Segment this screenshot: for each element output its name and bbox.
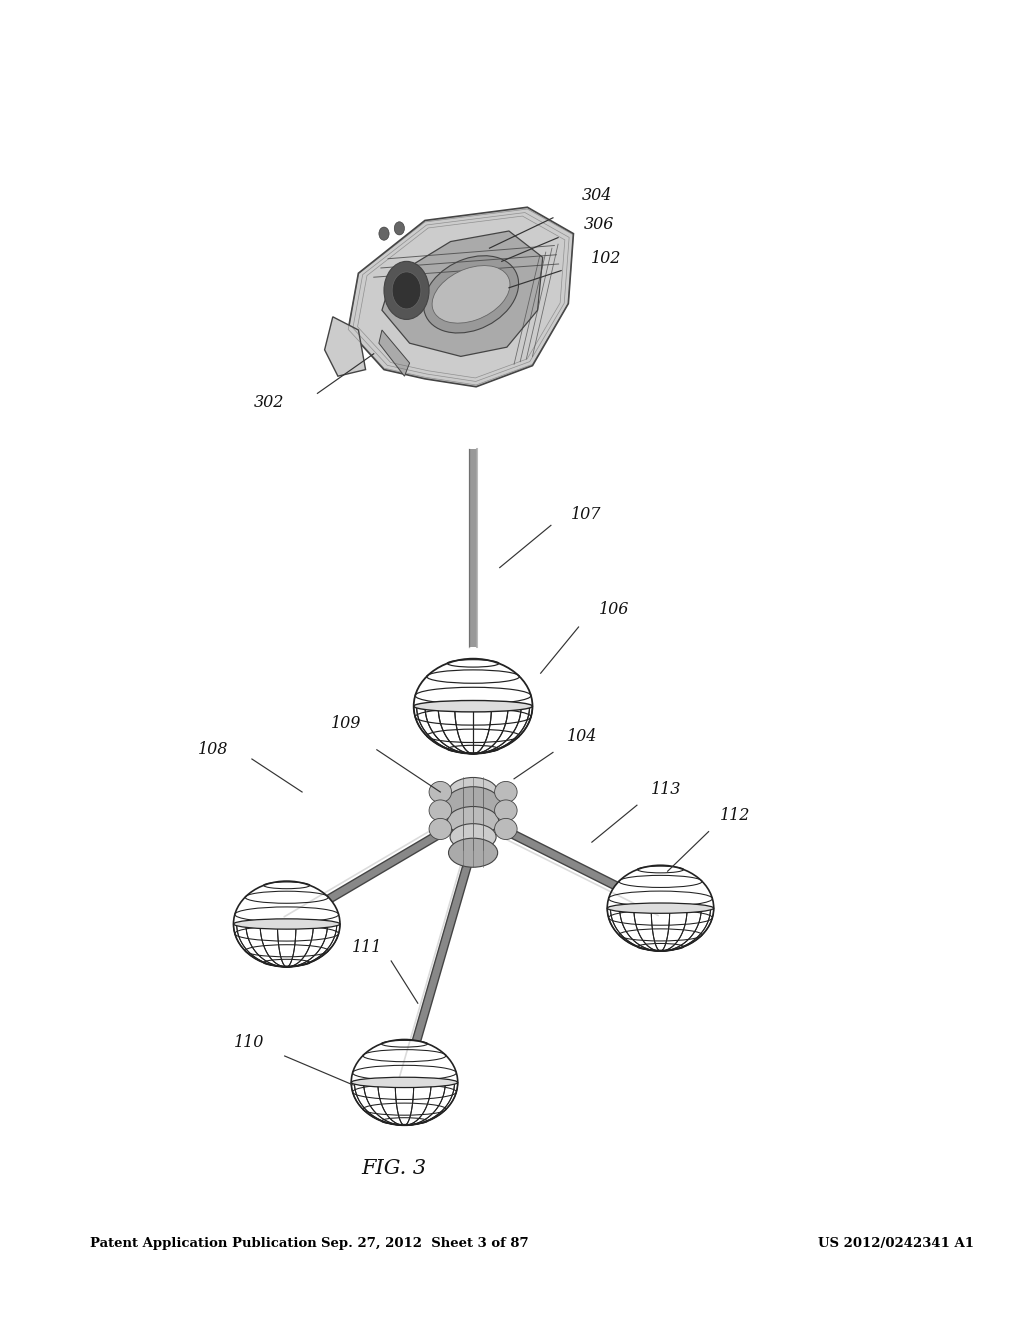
Circle shape [379,227,389,240]
Ellipse shape [451,824,497,850]
Ellipse shape [351,1077,458,1088]
Polygon shape [379,330,410,376]
Text: Patent Application Publication: Patent Application Publication [90,1237,316,1250]
Ellipse shape [432,265,510,323]
Ellipse shape [444,787,502,824]
Text: 113: 113 [650,781,681,797]
Ellipse shape [495,818,517,840]
Ellipse shape [233,882,340,966]
Circle shape [394,222,404,235]
Text: 104: 104 [566,729,597,744]
Text: 304: 304 [582,187,612,203]
Polygon shape [325,317,366,376]
Ellipse shape [429,818,452,840]
Ellipse shape [607,903,714,913]
Ellipse shape [429,781,452,803]
Text: 302: 302 [254,395,285,411]
Text: 111: 111 [351,940,382,956]
Ellipse shape [495,800,517,821]
Ellipse shape [424,256,518,333]
Text: Sep. 27, 2012  Sheet 3 of 87: Sep. 27, 2012 Sheet 3 of 87 [322,1237,528,1250]
Text: 108: 108 [198,742,228,758]
Text: 110: 110 [233,1035,264,1051]
Circle shape [392,272,421,309]
Ellipse shape [414,701,532,711]
Ellipse shape [351,1039,458,1125]
Text: FIG. 3: FIG. 3 [361,1159,427,1177]
Text: 106: 106 [599,602,630,618]
Ellipse shape [449,838,498,867]
Ellipse shape [429,800,452,821]
Text: 109: 109 [331,715,361,731]
Text: 102: 102 [591,251,622,267]
Ellipse shape [495,781,517,803]
Polygon shape [348,207,573,387]
Polygon shape [382,231,543,356]
Ellipse shape [449,777,498,807]
Ellipse shape [233,919,340,929]
Ellipse shape [447,807,499,836]
Text: US 2012/0242341 A1: US 2012/0242341 A1 [818,1237,974,1250]
Ellipse shape [607,866,714,950]
Ellipse shape [414,659,532,754]
Text: 306: 306 [584,216,614,232]
Text: 107: 107 [570,507,601,523]
Text: 112: 112 [720,808,751,824]
Circle shape [384,261,429,319]
